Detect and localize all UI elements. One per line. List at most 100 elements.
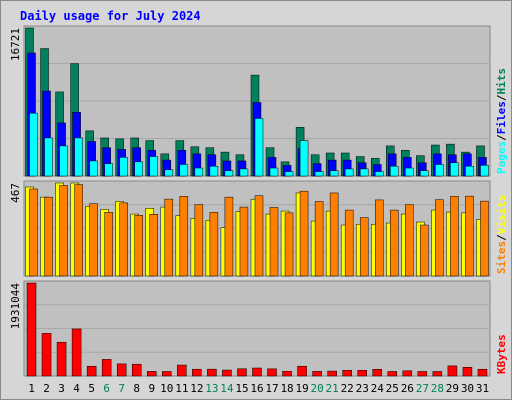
bar-pages-day-29	[450, 162, 459, 177]
bar-sites-day-9	[149, 214, 159, 277]
bar-kbytes-day-7	[116, 363, 127, 377]
bar-kbytes-day-29	[447, 365, 458, 377]
bar-pages-day-26	[405, 167, 414, 177]
right-label-visits: Sites/Visits	[495, 195, 508, 275]
bar-kbytes-day-28	[432, 371, 443, 377]
bar-kbytes-day-27	[417, 371, 428, 377]
bar-pages-day-3	[59, 145, 68, 177]
bar-kbytes-day-16	[252, 367, 262, 377]
bar-pages-day-5	[89, 160, 98, 177]
bar-pages-day-22	[344, 168, 354, 177]
x-tick-label-day-27: 27	[416, 382, 429, 395]
x-tick-label-day-20: 20	[311, 382, 324, 395]
x-tick-label-day-16: 16	[250, 382, 263, 395]
bar-kbytes-day-10	[162, 371, 172, 377]
ymax-label-hits: 16721	[9, 28, 22, 61]
x-tick-label-day-9: 9	[148, 382, 155, 395]
bar-pages-day-18	[284, 171, 294, 177]
x-tick-label-day-23: 23	[356, 382, 369, 395]
bar-kbytes-day-4	[71, 328, 82, 377]
x-tick-label-day-15: 15	[235, 382, 248, 395]
bar-pages-day-24	[374, 171, 384, 177]
bar-sites-day-26	[405, 204, 414, 277]
x-tick-label-day-17: 17	[265, 382, 278, 395]
bar-pages-day-16	[254, 118, 264, 177]
bar-sites-day-3	[59, 185, 68, 277]
bar-pages-day-2	[44, 137, 53, 177]
x-tick-label-day-22: 22	[341, 382, 354, 395]
bar-sites-day-17	[269, 207, 279, 277]
bar-sites-day-28	[435, 199, 444, 277]
bar-kbytes-day-21	[327, 370, 337, 377]
x-tick-label-day-31: 31	[476, 382, 489, 395]
bar-pages-day-27	[420, 170, 429, 177]
x-tick-label-day-21: 21	[326, 382, 339, 395]
x-tick-label-day-13: 13	[205, 382, 218, 395]
x-tick-label-day-28: 28	[431, 382, 444, 395]
x-tick-label-day-25: 25	[386, 382, 399, 395]
bar-kbytes-day-30	[462, 367, 473, 377]
bar-kbytes-day-31	[477, 368, 488, 377]
bar-sites-day-13	[209, 212, 219, 277]
right-label-part: Hits	[495, 68, 508, 95]
bar-kbytes-day-22	[342, 370, 352, 377]
bar-kbytes-day-9	[147, 371, 157, 377]
ymax-label-kbytes: 1931044	[9, 283, 22, 330]
x-tick-label-day-24: 24	[371, 382, 385, 395]
bar-sites-day-2	[44, 196, 53, 277]
x-tick-label-day-29: 29	[446, 382, 459, 395]
bar-sites-day-14	[224, 196, 234, 277]
right-label-part: /	[495, 134, 508, 141]
bar-kbytes-day-24	[372, 369, 382, 377]
x-tick-label-day-1: 1	[28, 382, 35, 395]
right-label-part: Visits	[495, 195, 508, 235]
bar-kbytes-day-17	[267, 368, 277, 377]
bar-pages-day-12	[194, 167, 204, 177]
bar-kbytes-day-8	[131, 363, 142, 377]
x-tick-label-day-19: 19	[295, 382, 308, 395]
bar-kbytes-day-25	[387, 371, 398, 377]
bar-pages-day-23	[359, 168, 369, 177]
bar-pages-day-25	[390, 166, 399, 177]
bar-pages-day-10	[164, 169, 174, 177]
bar-sites-day-21	[329, 192, 339, 277]
bar-kbytes-day-2	[41, 333, 52, 377]
bar-sites-day-29	[450, 196, 459, 277]
right-label-part: Pages	[495, 141, 508, 174]
bar-pages-day-9	[149, 156, 159, 177]
x-tick-label-day-7: 7	[118, 382, 125, 395]
x-tick-label-day-26: 26	[401, 382, 414, 395]
right-label-part: /	[495, 234, 508, 241]
bar-sites-day-23	[359, 217, 369, 277]
x-tick-label-day-11: 11	[175, 382, 188, 395]
bar-sites-day-5	[89, 203, 98, 277]
bar-pages-day-31	[480, 165, 489, 177]
bar-pages-day-4	[74, 137, 83, 177]
bar-pages-day-21	[329, 170, 339, 177]
bar-sites-day-12	[194, 204, 204, 277]
bar-kbytes-day-14	[222, 369, 232, 377]
bar-pages-day-14	[224, 170, 234, 177]
right-label-part: /	[495, 94, 508, 101]
right-label-part: Sites	[495, 241, 508, 274]
bar-pages-day-11	[179, 164, 189, 177]
bar-sites-day-16	[254, 195, 264, 277]
x-tick-label-day-2: 2	[43, 382, 50, 395]
x-tick-label-day-4: 4	[73, 382, 80, 395]
bar-pages-day-8	[134, 161, 143, 177]
chart-title: Daily usage for July 2024	[20, 9, 201, 23]
bar-sites-day-7	[119, 202, 128, 277]
bar-kbytes-day-19	[297, 365, 307, 377]
bar-sites-day-25	[390, 209, 399, 277]
bar-pages-day-28	[435, 164, 444, 177]
bar-kbytes-day-15	[237, 368, 247, 377]
x-tick-label-day-30: 30	[461, 382, 474, 395]
bar-sites-day-10	[164, 198, 174, 277]
bar-kbytes-day-1	[26, 282, 37, 377]
bar-sites-day-8	[134, 215, 143, 277]
bar-pages-day-19	[299, 140, 309, 177]
x-tick-label-day-8: 8	[133, 382, 140, 395]
right-label-hits: Pages/Files/Hits	[495, 68, 508, 174]
bar-sites-day-1	[29, 188, 38, 277]
